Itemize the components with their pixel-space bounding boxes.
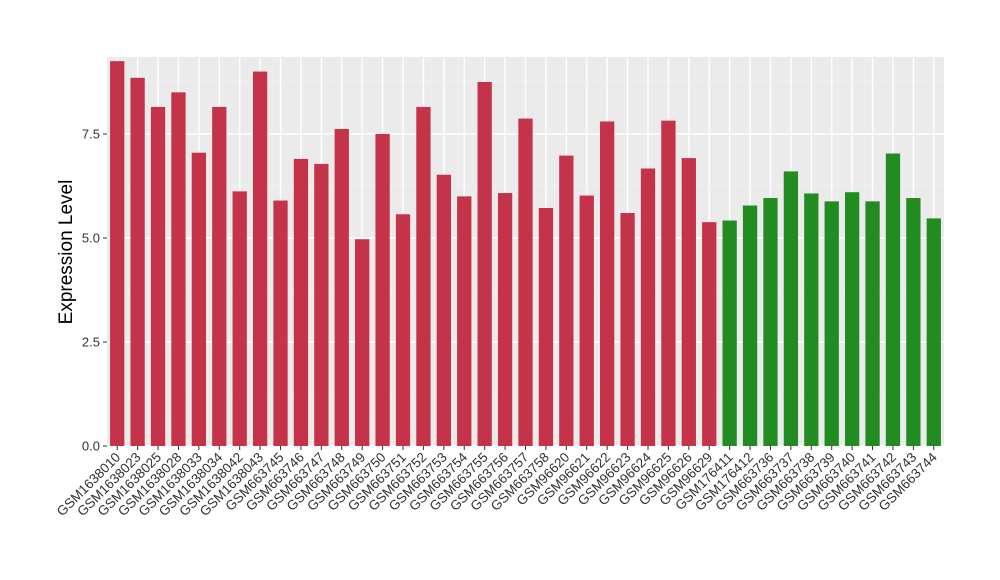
bar-gsm663755	[477, 81, 492, 446]
bar-gsm96626	[681, 158, 696, 446]
bar-gsm663739	[824, 201, 839, 446]
bar-gsm663752	[416, 106, 431, 446]
y-tick-label: 2.5	[82, 334, 100, 349]
bar-gsm1638010	[110, 61, 125, 446]
bar-gsm96622	[600, 121, 615, 446]
bar-gsm663736	[763, 198, 778, 446]
bar-gsm663744	[926, 218, 941, 446]
bar-gsm663746	[293, 158, 309, 446]
bar-gsm176412	[742, 205, 758, 446]
bar-gsm96623	[620, 213, 635, 446]
bar-gsm1638033	[191, 152, 207, 447]
y-axis: 0.0 2.5 5.0 7.5	[82, 126, 107, 454]
y-axis-title: Expression Level	[56, 180, 77, 325]
bar-gsm663745	[273, 200, 288, 446]
bar-gsm663741	[865, 201, 880, 446]
bar-gsm1638034	[212, 106, 227, 446]
bar-gsm663754	[457, 196, 472, 446]
bar-gsm663753	[436, 174, 451, 446]
bar-gsm96624	[640, 168, 656, 447]
y-tick-label: 5.0	[82, 230, 100, 245]
bar-gsm96629	[702, 222, 717, 446]
bar-gsm663756	[497, 193, 513, 446]
bar-gsm663748	[334, 128, 349, 446]
bar-gsm1638042	[232, 191, 247, 446]
bar-gsm1638025	[150, 106, 166, 446]
bar-gsm1638043	[252, 71, 268, 447]
bar-gsm96621	[579, 195, 594, 446]
x-axis: GSM1638010GSM1638023GSM1638025GSM1638028…	[54, 446, 940, 519]
bar-gsm663743	[906, 198, 921, 446]
bar-gsm663750	[375, 133, 390, 447]
bar-gsm663757	[518, 118, 533, 446]
bar-gsm96620	[559, 155, 574, 446]
bar-gsm663742	[885, 153, 901, 447]
bar-gsm96625	[661, 120, 676, 447]
bar-gsm663738	[804, 193, 819, 446]
y-tick-label: 0.0	[82, 439, 100, 454]
bar-gsm663737	[783, 171, 799, 447]
bar-gsm663758	[538, 208, 554, 446]
bar-gsm176411	[722, 220, 737, 446]
bar-gsm663751	[395, 214, 411, 446]
bar-gsm1638023	[130, 77, 145, 447]
bar-gsm663740	[844, 192, 860, 446]
bar-gsm663747	[314, 163, 329, 447]
bar-gsm1638028	[171, 92, 186, 446]
bars	[110, 61, 941, 447]
bar-gsm663749	[355, 239, 370, 446]
y-tick-label: 7.5	[82, 126, 100, 141]
